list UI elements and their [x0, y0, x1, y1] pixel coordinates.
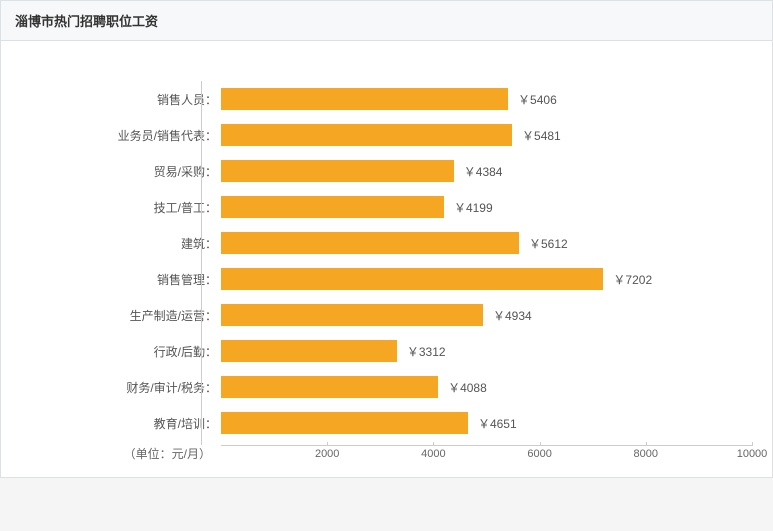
- x-axis-ticks: 200040006000800010000: [221, 445, 752, 467]
- category-label: 行政/后勤：: [21, 343, 221, 360]
- bar-region: ￥4651: [221, 405, 752, 441]
- category-label: 销售人员：: [21, 91, 221, 108]
- tick-mark: [752, 442, 753, 446]
- category-label: 生产制造/运营：: [21, 307, 221, 324]
- value-label: ￥3312: [407, 343, 446, 360]
- bar-region: ￥5481: [221, 117, 752, 153]
- bar-row: 业务员/销售代表： ￥5481: [21, 117, 752, 153]
- bar-row: 生产制造/运营： ￥4934: [21, 297, 752, 333]
- bar-region: ￥3312: [221, 333, 752, 369]
- bar: [221, 268, 603, 290]
- value-label: ￥4651: [478, 415, 517, 432]
- category-label: 销售管理：: [21, 271, 221, 288]
- category-label: 建筑：: [21, 235, 221, 252]
- bar-row: 财务/审计/税务： ￥4088: [21, 369, 752, 405]
- category-label: 业务员/销售代表：: [21, 127, 221, 144]
- panel-header: 淄博市热门招聘职位工资: [1, 1, 772, 41]
- category-label: 技工/普工：: [21, 199, 221, 216]
- category-label: 财务/审计/税务：: [21, 379, 221, 396]
- tick-label: 8000: [634, 448, 658, 460]
- tick-label: 2000: [315, 448, 339, 460]
- value-label: ￥5481: [522, 127, 561, 144]
- bar-row: 销售人员： ￥5406: [21, 81, 752, 117]
- tick-mark: [540, 442, 541, 446]
- value-label: ￥7202: [613, 271, 652, 288]
- bar: [221, 232, 519, 254]
- bar: [221, 340, 397, 362]
- tick-label: 10000: [737, 448, 768, 460]
- panel-title: 淄博市热门招聘职位工资: [15, 11, 758, 30]
- bar: [221, 124, 512, 146]
- bar-row: 教育/培训： ￥4651: [21, 405, 752, 441]
- tick-mark: [433, 442, 434, 446]
- tick-label: 4000: [421, 448, 445, 460]
- chart-panel: 淄博市热门招聘职位工资 销售人员： ￥5406 业务员/销售代表： ￥5481 贸易/采…: [0, 0, 773, 478]
- value-label: ￥5612: [529, 235, 568, 252]
- chart-area: 销售人员： ￥5406 业务员/销售代表： ￥5481 贸易/采购： ￥4384 技工/普工…: [1, 41, 772, 477]
- value-label: ￥4934: [493, 307, 532, 324]
- bar: [221, 376, 438, 398]
- tick-mark: [327, 442, 328, 446]
- x-axis: （单位：元/月） 200040006000800010000: [21, 445, 752, 467]
- bar-region: ￥5406: [221, 81, 752, 117]
- category-label: 贸易/采购：: [21, 163, 221, 180]
- tick-label: 6000: [527, 448, 551, 460]
- value-label: ￥4088: [448, 379, 487, 396]
- bar-region: ￥4934: [221, 297, 752, 333]
- bar-row: 行政/后勤： ￥3312: [21, 333, 752, 369]
- bar: [221, 412, 468, 434]
- tick-mark: [646, 442, 647, 446]
- bar: [221, 196, 444, 218]
- value-label: ￥5406: [518, 91, 557, 108]
- bar: [221, 304, 483, 326]
- value-label: ￥4199: [454, 199, 493, 216]
- category-label: 教育/培训：: [21, 415, 221, 432]
- bar-region: ￥4199: [221, 189, 752, 225]
- bar-region: ￥4088: [221, 369, 752, 405]
- bar-rows-container: 销售人员： ￥5406 业务员/销售代表： ￥5481 贸易/采购： ￥4384 技工/普工…: [21, 81, 752, 441]
- bar: [221, 160, 454, 182]
- bar-region: ￥4384: [221, 153, 752, 189]
- bar-row: 贸易/采购： ￥4384: [21, 153, 752, 189]
- value-label: ￥4384: [464, 163, 503, 180]
- bar-row: 建筑： ￥5612: [21, 225, 752, 261]
- bar-row: 销售管理： ￥7202: [21, 261, 752, 297]
- bar-region: ￥7202: [221, 261, 752, 297]
- bar-row: 技工/普工： ￥4199: [21, 189, 752, 225]
- bar-region: ￥5612: [221, 225, 752, 261]
- bar: [221, 88, 508, 110]
- x-axis-unit-label: （单位：元/月）: [21, 445, 221, 467]
- y-axis-line: [201, 81, 202, 445]
